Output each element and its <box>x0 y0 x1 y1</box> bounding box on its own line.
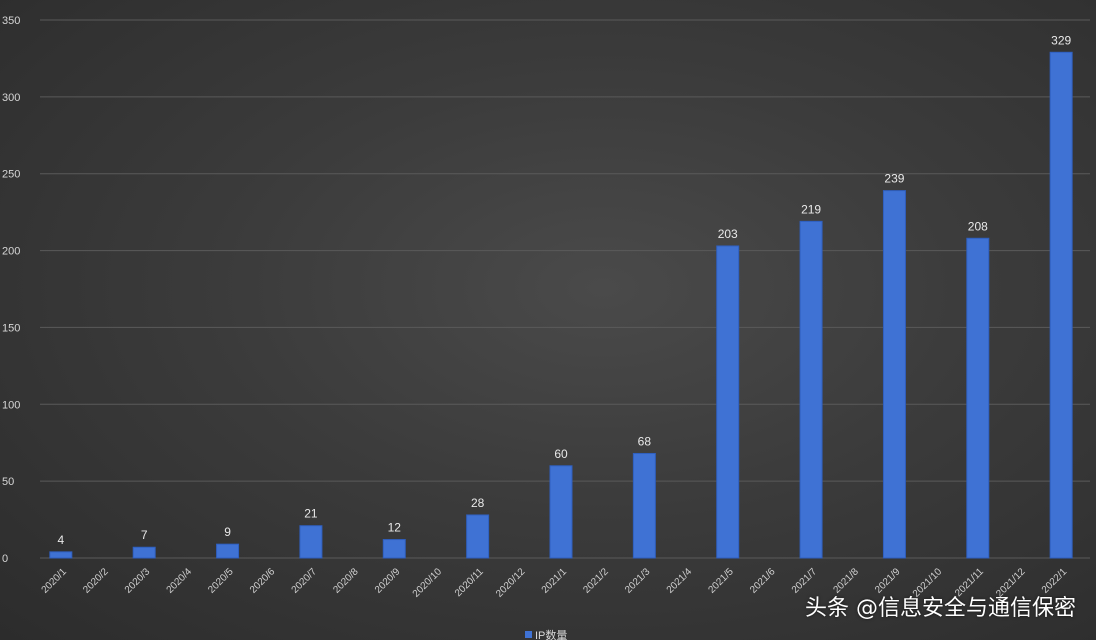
x-tick-label: 2021/3 <box>623 566 653 596</box>
legend-label: IP数量 <box>535 629 567 640</box>
y-tick-label: 300 <box>2 92 20 104</box>
x-tick-label: 2020/12 <box>494 566 528 600</box>
data-label: 68 <box>638 434 652 448</box>
bar <box>799 220 823 559</box>
x-tick-label: 2020/5 <box>206 566 236 596</box>
bar <box>882 190 906 559</box>
x-tick-label: 2021/5 <box>706 566 736 596</box>
x-tick-label: 2020/7 <box>290 566 320 596</box>
data-label: 7 <box>141 528 148 542</box>
gridlines <box>40 19 1090 559</box>
y-tick-label: 0 <box>2 553 8 565</box>
y-tick-label: 150 <box>2 322 20 334</box>
bar <box>549 465 573 559</box>
data-label: 28 <box>471 496 485 510</box>
y-axis-ticks: 0 50 100 150 200 250 300 350 <box>2 15 20 565</box>
x-tick-label: 2020/3 <box>123 566 153 596</box>
y-tick-label: 50 <box>2 476 14 488</box>
data-label: 203 <box>718 227 738 241</box>
data-label: 21 <box>304 507 318 521</box>
data-label: 60 <box>554 447 568 461</box>
x-tick-label: 2020/6 <box>248 566 278 596</box>
x-tick-label: 2020/4 <box>165 566 195 596</box>
y-tick-label: 350 <box>2 15 20 27</box>
legend-swatch <box>525 631 532 638</box>
data-label: 208 <box>968 219 988 233</box>
bar <box>966 237 990 559</box>
bar <box>216 543 240 559</box>
x-tick-label: 2020/9 <box>373 566 403 596</box>
legend: IP数量 <box>525 629 567 640</box>
data-label: 239 <box>884 172 904 186</box>
bar <box>132 546 156 559</box>
x-tick-label: 2020/10 <box>411 566 445 600</box>
data-label: 9 <box>224 525 231 539</box>
data-label: 219 <box>801 202 821 216</box>
y-tick-label: 250 <box>2 169 20 181</box>
x-tick-label: 2020/11 <box>453 566 486 599</box>
y-tick-label: 100 <box>2 399 20 411</box>
bar <box>716 245 740 559</box>
x-tick-label: 2021/4 <box>665 566 695 596</box>
x-tick-label: 2020/1 <box>40 566 70 596</box>
x-tick-label: 2020/2 <box>81 566 111 596</box>
data-label: 4 <box>57 533 64 547</box>
y-tick-label: 200 <box>2 246 20 258</box>
x-tick-label: 2020/8 <box>331 566 361 596</box>
data-labels: 4 7 9 21 12 28 60 68 203 219 239 208 329 <box>57 33 1071 547</box>
bar <box>299 525 323 559</box>
data-label: 329 <box>1051 33 1071 47</box>
watermark: 头条 @信息安全与通信保密 <box>805 596 1076 621</box>
x-tick-label: 2021/1 <box>540 566 570 596</box>
bar <box>466 514 490 559</box>
data-label: 12 <box>388 521 402 535</box>
bar <box>382 539 406 559</box>
x-tick-label: 2021/2 <box>581 566 611 596</box>
bars <box>49 51 1073 559</box>
bar <box>632 452 656 559</box>
bar <box>49 551 73 559</box>
x-tick-label: 2021/6 <box>748 566 778 596</box>
bar <box>1049 51 1073 559</box>
